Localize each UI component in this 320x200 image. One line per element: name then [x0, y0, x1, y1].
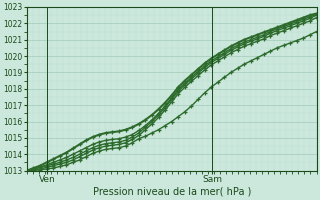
X-axis label: Pression niveau de la mer( hPa ): Pression niveau de la mer( hPa ): [92, 187, 251, 197]
